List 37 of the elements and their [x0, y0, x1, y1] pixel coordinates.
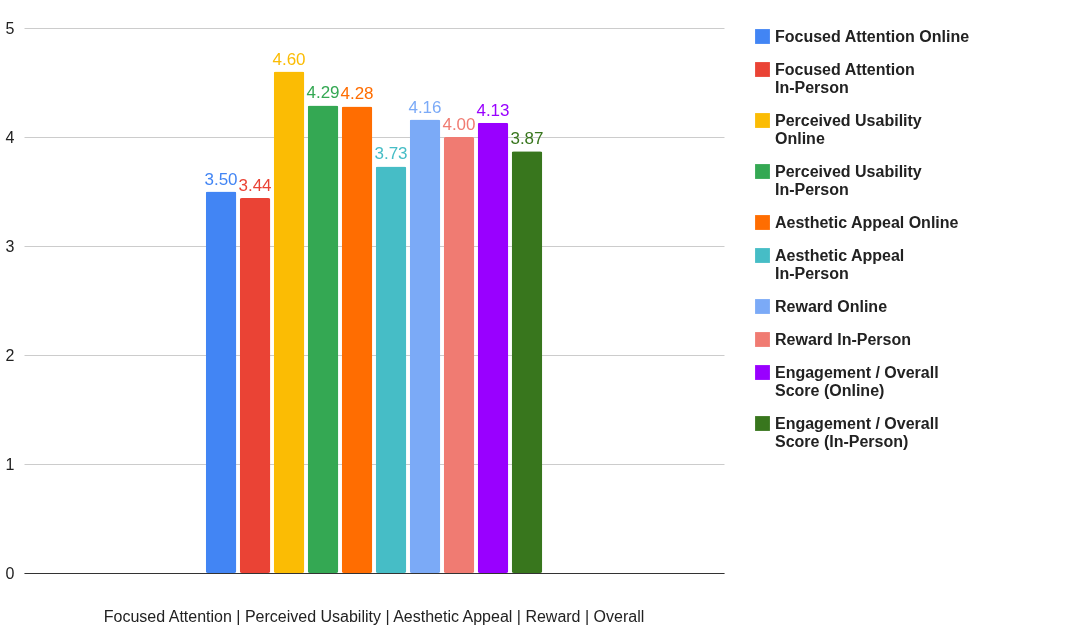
data-label: 4.29	[306, 83, 340, 103]
data-label: 3.50	[204, 169, 238, 189]
legend-label: Reward Online	[775, 297, 888, 315]
bar	[205, 191, 237, 573]
bar	[341, 106, 373, 573]
data-label: 4.00	[442, 115, 476, 134]
legend-label: Aesthetic Appeal In-Person	[775, 246, 905, 282]
data-label: 4.16	[408, 97, 442, 117]
bar	[307, 105, 339, 573]
data-label: 4.60	[272, 49, 306, 69]
legend-label: Focused Attention In-Person	[775, 60, 915, 96]
y-tick-label: 2	[5, 346, 15, 364]
bar	[511, 151, 543, 573]
legend-label: Perceived Usability In-Person	[775, 162, 922, 198]
legend-label: Aesthetic Appeal Online	[775, 213, 959, 231]
bar	[375, 166, 407, 573]
legend-label: Focused Attention Online	[775, 27, 970, 45]
data-label: 4.28	[340, 84, 374, 104]
y-tick-label: 3	[5, 237, 15, 255]
legend-label: Engagement / Overall Score (In-Person)	[775, 414, 939, 450]
legend-label: Engagement / Overall Score (Online)	[775, 363, 939, 399]
bar	[239, 198, 271, 573]
x-tick-label: Focused Attention | Perceived Usability | Aesthetic Appeal | Reward | Overall	[103, 607, 645, 625]
data-label: 4.13	[476, 100, 510, 120]
bar	[273, 71, 305, 573]
data-label: 3.44	[238, 176, 272, 196]
data-label: 3.87	[510, 129, 544, 149]
legend-label: Reward In-Person	[775, 330, 912, 348]
legend-label: Perceived Usability Online	[775, 111, 922, 147]
y-tick-label: 1	[5, 455, 15, 473]
data-label: 3.73	[374, 144, 408, 164]
y-tick-label: 5	[5, 19, 15, 37]
y-tick-label: 4	[5, 128, 15, 146]
bar	[443, 137, 475, 573]
bar	[409, 119, 441, 573]
bar	[477, 122, 509, 573]
y-tick-label: 0	[5, 564, 15, 582]
